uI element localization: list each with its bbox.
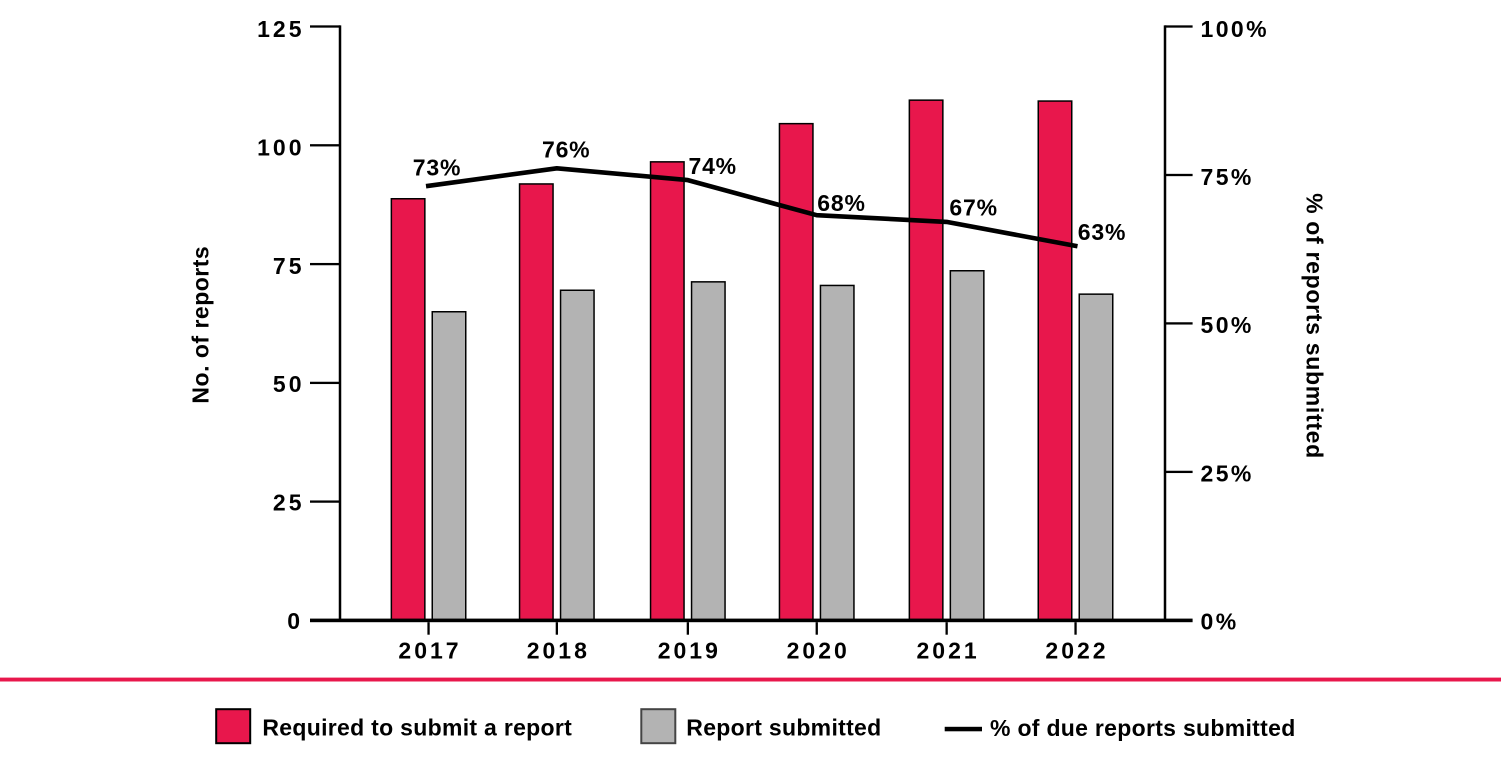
svg-text:25: 25 (273, 490, 305, 516)
svg-text:73%: 73% (413, 155, 461, 181)
svg-text:2018: 2018 (527, 638, 590, 664)
svg-text:No. of reports: No. of reports (188, 246, 214, 404)
svg-text:Report submitted: Report submitted (686, 714, 881, 740)
svg-text:% of reports submitted: % of reports submitted (1302, 193, 1328, 459)
svg-text:0%: 0% (1201, 608, 1239, 634)
svg-text:68%: 68% (817, 190, 865, 216)
svg-text:75: 75 (273, 253, 305, 279)
svg-text:2022: 2022 (1045, 638, 1108, 664)
svg-text:63%: 63% (1078, 219, 1126, 245)
svg-text:% of due reports submitted: % of due reports submitted (990, 715, 1296, 741)
svg-text:2017: 2017 (398, 638, 461, 664)
svg-text:50: 50 (273, 371, 305, 397)
svg-text:2021: 2021 (917, 638, 980, 664)
svg-text:67%: 67% (949, 195, 997, 221)
svg-text:25%: 25% (1201, 460, 1254, 486)
svg-text:75%: 75% (1201, 164, 1254, 190)
svg-text:2020: 2020 (787, 638, 850, 664)
svg-text:100: 100 (257, 134, 304, 160)
svg-text:Required to submit a report: Required to submit a report (262, 714, 572, 740)
svg-text:74%: 74% (689, 153, 737, 179)
svg-text:2019: 2019 (658, 638, 721, 664)
svg-text:100%: 100% (1201, 16, 1269, 42)
svg-text:125: 125 (257, 16, 304, 42)
svg-text:76%: 76% (542, 137, 590, 163)
svg-text:0: 0 (287, 608, 303, 634)
svg-text:50%: 50% (1201, 312, 1254, 338)
